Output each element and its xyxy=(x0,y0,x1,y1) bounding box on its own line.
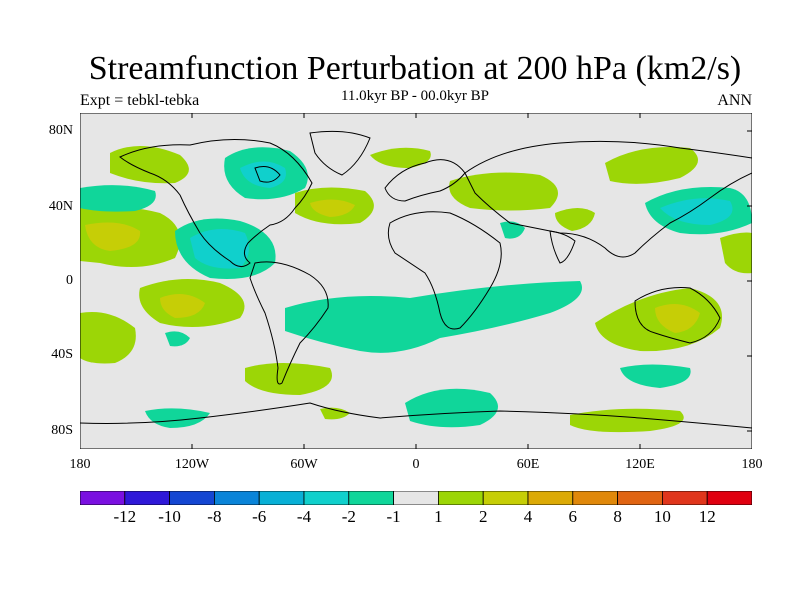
colorbar-swatch xyxy=(617,491,663,505)
coast-asia xyxy=(464,140,752,258)
contour-swpac-positive xyxy=(80,312,136,364)
coast-north-america xyxy=(119,138,313,267)
experiment-label: Expt = tebkl-tebka xyxy=(80,92,200,109)
lon-tick-60w: 60W xyxy=(290,457,318,472)
colorbar-swatch xyxy=(348,491,394,505)
contour-aus-core xyxy=(655,304,700,333)
colorbar-label: 1 xyxy=(434,507,443,526)
colorbar-label: -4 xyxy=(296,507,312,526)
colorbar-swatch xyxy=(393,491,439,505)
contour-eurasia-positive-2 xyxy=(555,208,595,231)
contour-mideast-negative xyxy=(500,221,525,239)
lon-tick-180e: 180 xyxy=(741,457,763,472)
contour-eurasia-positive xyxy=(449,172,558,211)
contour-so-atl-positive xyxy=(245,363,332,395)
contour-satl-negative xyxy=(285,281,582,353)
colorbar-label: -12 xyxy=(113,507,137,526)
map-ticks xyxy=(191,113,752,449)
lon-tick-0: 0 xyxy=(412,457,420,472)
contour-npac-positive xyxy=(110,145,189,184)
coast-greenland xyxy=(309,130,371,176)
colorbar-label: 2 xyxy=(478,507,488,526)
lat-tick-40n: 40N xyxy=(48,199,73,214)
map-title: Streamfunction Perturbation at 200 hPa (… xyxy=(88,50,742,87)
coast-europe xyxy=(384,159,466,202)
lon-tick-120w: 120W xyxy=(174,457,210,472)
coastlines xyxy=(80,130,752,429)
colorbar-swatch xyxy=(80,491,126,505)
coast-india xyxy=(549,230,576,264)
contour-so-indian-negative xyxy=(620,364,691,388)
contour-so-pac-negative xyxy=(145,408,210,428)
colorbar-label: 8 xyxy=(613,507,622,526)
lon-tick-60e: 60E xyxy=(516,457,540,472)
contour-spac-negative xyxy=(165,331,190,347)
colorbar-label: 6 xyxy=(568,507,578,526)
colorbar xyxy=(80,491,752,505)
colorbar-swatch xyxy=(527,491,574,505)
lon-tick-120e: 120E xyxy=(625,457,655,472)
colorbar-label: -8 xyxy=(207,507,222,526)
contour-nasia-positive xyxy=(605,147,698,184)
contour-cpac-core xyxy=(85,222,141,251)
colorbar-label: -10 xyxy=(158,507,181,526)
contour-atl-core xyxy=(310,199,355,217)
colorbar-label: -1 xyxy=(386,507,401,526)
contour-natl-positive xyxy=(370,147,431,168)
colorbar-swatch xyxy=(303,491,350,505)
colorbar-swatch xyxy=(258,491,305,505)
lat-tick-80s: 80S xyxy=(51,423,73,438)
contour-canada-core xyxy=(240,161,286,188)
colorbar-label: 10 xyxy=(653,507,671,526)
subtitle: 11.0kyr BP - 00.0kyr BP xyxy=(340,88,490,104)
colorbar-swatch xyxy=(437,491,484,505)
colorbar-swatch xyxy=(572,491,618,505)
colorbar-swatch xyxy=(169,491,215,505)
colorbar-swatch xyxy=(706,491,752,505)
contour-alaska-negative xyxy=(80,185,156,212)
colorbar-label: -2 xyxy=(341,507,356,526)
season-label: ANN xyxy=(717,92,752,109)
contour-edge-positive xyxy=(720,232,752,274)
coast-africa xyxy=(387,211,502,330)
colorbar-label: 4 xyxy=(523,507,533,526)
contour-spac-core xyxy=(160,294,205,318)
lat-tick-80n: 80N xyxy=(48,123,73,138)
contour-so-small-positive xyxy=(320,407,350,420)
contour-so-afr-negative xyxy=(405,388,498,428)
colorbar-swatch xyxy=(124,491,170,505)
colorbar-swatch xyxy=(213,491,260,505)
lat-tick-40s: 40S xyxy=(51,347,73,362)
contour-fills xyxy=(80,145,752,433)
colorbar-swatch xyxy=(662,491,708,505)
coast-hudson-bay xyxy=(254,166,281,183)
lon-tick-180w: 180 xyxy=(69,457,91,472)
coast-australia xyxy=(634,287,721,344)
contour-map xyxy=(80,113,752,449)
colorbar-label: -6 xyxy=(252,507,267,526)
lat-tick-0: 0 xyxy=(66,273,73,288)
coast-south-america xyxy=(249,261,329,385)
colorbar-label: 12 xyxy=(698,507,716,526)
colorbar-swatch xyxy=(482,491,529,505)
coast-antarctica xyxy=(80,402,752,429)
